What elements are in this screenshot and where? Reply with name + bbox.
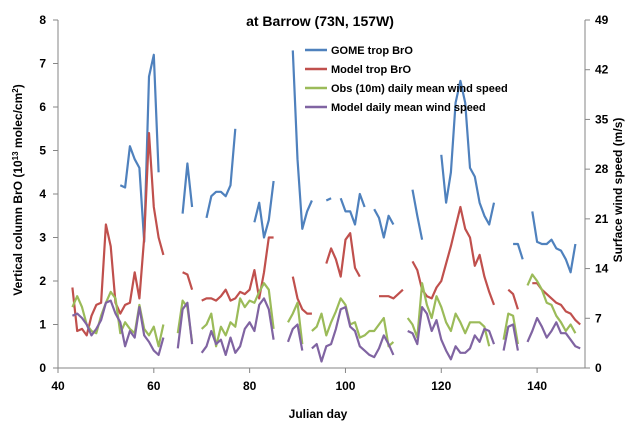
- y-left-tick-label: 7: [39, 57, 46, 71]
- series-line: [291, 276, 312, 315]
- series-line: [507, 288, 519, 310]
- series-2: [71, 132, 581, 337]
- series-line: [181, 162, 194, 214]
- x-tick-label: 140: [527, 379, 547, 393]
- y-right-tick-label: 0: [595, 361, 602, 375]
- x-tick-label: 100: [335, 379, 355, 393]
- y-right-tick-label: 14: [595, 262, 609, 276]
- legend: GOME trop BrO Model trop BrO Obs (10m) dai…: [305, 45, 508, 114]
- x-tick-label: 80: [243, 379, 257, 393]
- series-line: [532, 282, 581, 326]
- y-left-tick-label: 3: [39, 231, 46, 245]
- y-right-tick-label: 21: [595, 212, 609, 226]
- series-line: [325, 232, 361, 278]
- legend-label: Model trop BrO: [331, 64, 411, 76]
- y-left-tick-label: 4: [39, 187, 46, 201]
- legend-label: Obs (10m) daily mean wind speed: [331, 83, 508, 95]
- series-line: [502, 312, 519, 345]
- series-line: [411, 205, 496, 306]
- y-left-tick-label: 8: [39, 13, 46, 27]
- series-line: [200, 297, 275, 356]
- y-right-tick-label: 49: [595, 13, 609, 27]
- series-line: [71, 132, 165, 337]
- series-line: [379, 288, 404, 300]
- series-line: [291, 50, 313, 230]
- y-right-tick-label: 28: [595, 162, 609, 176]
- series-line: [339, 192, 366, 226]
- series-line: [311, 297, 395, 348]
- y-left-tick-label: 0: [39, 361, 46, 375]
- y-right-tick-label: 7: [595, 311, 602, 325]
- series-line: [200, 282, 275, 348]
- series-1: [119, 50, 577, 274]
- series-line: [325, 197, 332, 202]
- series-line: [182, 271, 194, 291]
- plot-area: [71, 50, 581, 363]
- chart-title: at Barrow (73N, 157W): [246, 13, 394, 29]
- series-line: [71, 299, 165, 356]
- y-right-tick-label: 35: [595, 112, 609, 126]
- series-line: [406, 282, 491, 347]
- series-line: [287, 301, 304, 345]
- series-line: [531, 211, 577, 274]
- y-axis-right-label: Surface wind speed (m/s): [611, 118, 625, 263]
- series-line: [201, 236, 274, 302]
- series-line: [407, 306, 496, 361]
- series-line: [526, 273, 577, 334]
- x-axis-label: Julian day: [289, 407, 348, 421]
- x-tick-label: 40: [51, 379, 65, 393]
- y-left-tick-label: 6: [39, 100, 46, 114]
- series-line: [176, 301, 194, 349]
- series-line: [440, 79, 496, 226]
- x-tick-label: 60: [147, 379, 161, 393]
- series-line: [526, 316, 581, 350]
- y-left-tick-label: 5: [39, 144, 46, 158]
- series-3: [71, 273, 577, 348]
- legend-label: GOME trop BrO: [331, 45, 413, 57]
- series-line: [119, 53, 160, 243]
- series-line: [513, 242, 524, 260]
- x-tick-label: 120: [431, 379, 451, 393]
- series-line: [373, 208, 395, 239]
- series-line: [286, 323, 304, 351]
- series-line: [253, 180, 275, 239]
- series-line: [311, 306, 395, 363]
- series-line: [411, 189, 424, 240]
- y-left-tick-label: 2: [39, 274, 46, 288]
- legend-label: Model daily mean wind speed: [331, 102, 486, 114]
- series-4: [71, 297, 581, 363]
- y-axis-left-label: Vertical column BrO (1013 molec/cm2): [11, 84, 26, 295]
- y-left-tick-label: 1: [39, 318, 46, 332]
- y-right-tick-label: 42: [595, 63, 609, 77]
- series-line: [205, 128, 237, 219]
- series-line: [502, 323, 519, 351]
